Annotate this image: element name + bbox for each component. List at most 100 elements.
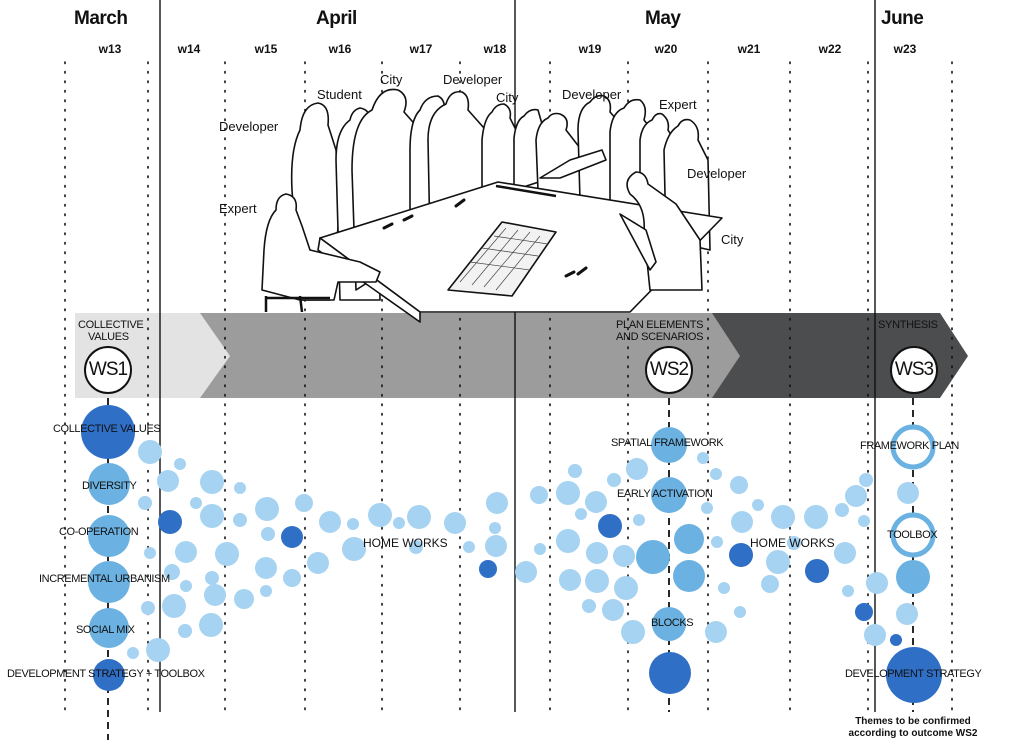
- theme-bubble: [834, 542, 856, 564]
- phase-label-synthesis: SYNTHESIS: [878, 319, 938, 331]
- theme-bubble: [652, 607, 686, 641]
- theme-bubble: [146, 638, 170, 662]
- role-label: Developer: [687, 166, 747, 181]
- theme-ring: [890, 512, 936, 558]
- theme-bubble: [199, 613, 223, 637]
- theme-bubble: [864, 624, 886, 646]
- workshop-ws1: WS1: [84, 346, 132, 394]
- week-label: w19: [578, 42, 602, 56]
- theme-bubble: [255, 497, 279, 521]
- home-works-label: HOME WORKS: [750, 536, 835, 550]
- theme-bubble: [651, 477, 687, 513]
- week-label: w21: [737, 42, 761, 56]
- theme-bubble: [582, 599, 596, 613]
- theme-bubble: [158, 510, 182, 534]
- theme-label: CO-OPERATION: [59, 526, 139, 538]
- theme-bubble: [347, 518, 359, 530]
- theme-bubble: [407, 505, 431, 529]
- theme-bubble: [486, 492, 508, 514]
- theme-bubble: [559, 569, 581, 591]
- theme-label: INCREMENTAL URBANISM: [39, 573, 170, 585]
- theme-bubble: [636, 540, 670, 574]
- theme-bubble: [393, 517, 405, 529]
- role-label: Expert: [219, 201, 257, 216]
- theme-bubble: [162, 594, 186, 618]
- theme-bubble: [295, 494, 313, 512]
- theme-bubble: [866, 572, 888, 594]
- theme-bubble: [178, 624, 192, 638]
- theme-bubble: [81, 405, 135, 459]
- week-label: w17: [409, 42, 433, 56]
- theme-bubble: [200, 504, 224, 528]
- theme-bubble: [729, 543, 753, 567]
- theme-bubble: [859, 473, 873, 487]
- theme-bubble: [281, 526, 303, 548]
- week-label: w20: [654, 42, 678, 56]
- theme-bubble: [705, 621, 727, 643]
- theme-bubble: [204, 584, 226, 606]
- theme-bubble: [633, 514, 645, 526]
- week-label: w23: [893, 42, 917, 56]
- theme-bubble: [568, 464, 582, 478]
- theme-bubble: [730, 476, 748, 494]
- theme-bubble: [144, 547, 156, 559]
- theme-bubble: [845, 485, 867, 507]
- week-label: w22: [818, 42, 842, 56]
- theme-bubble: [319, 511, 341, 533]
- theme-bubble: [93, 659, 125, 691]
- month-label-april: April: [316, 8, 357, 29]
- theme-bubble: [489, 522, 501, 534]
- home-works-label: HOME WORKS: [363, 536, 448, 550]
- theme-bubble: [897, 482, 919, 504]
- theme-bubble: [141, 601, 155, 615]
- theme-bubble: [444, 512, 466, 534]
- phase-arrow-ws2: [180, 313, 740, 398]
- week-label: w13: [98, 42, 122, 56]
- theme-bubble: [855, 603, 873, 621]
- theme-bubble: [621, 620, 645, 644]
- theme-bubble: [734, 606, 746, 618]
- theme-bubble: [485, 535, 507, 557]
- month-label-june: June: [881, 8, 924, 29]
- theme-bubble: [234, 482, 246, 494]
- theme-bubble: [886, 647, 942, 703]
- theme-bubble: [651, 427, 687, 463]
- theme-bubble: [157, 470, 179, 492]
- theme-bubble: [673, 560, 705, 592]
- theme-bubble: [761, 575, 779, 593]
- theme-bubble: [215, 542, 239, 566]
- theme-ring: [890, 424, 936, 470]
- theme-bubble: [613, 545, 635, 567]
- footnote: Themes to be confirmed according to outc…: [848, 716, 978, 739]
- theme-bubble: [368, 503, 392, 527]
- theme-bubble: [718, 582, 730, 594]
- theme-bubble: [771, 505, 795, 529]
- theme-label: TOOLBOX: [887, 529, 938, 541]
- theme-bubble: [283, 569, 301, 587]
- theme-bubble: [260, 585, 272, 597]
- theme-bubble: [711, 536, 723, 548]
- theme-bubble: [479, 560, 497, 578]
- theme-bubble: [174, 458, 186, 470]
- theme-bubble: [614, 576, 638, 600]
- theme-bubble: [261, 527, 275, 541]
- theme-bubble: [88, 463, 130, 505]
- theme-bubble: [409, 540, 423, 554]
- theme-bubble: [731, 511, 753, 533]
- workshop-ws3: WS3: [890, 346, 938, 394]
- theme-bubble: [896, 603, 918, 625]
- role-label: Developer: [443, 72, 503, 87]
- theme-bubble: [534, 543, 546, 555]
- theme-bubble: [200, 470, 224, 494]
- theme-bubble: [515, 561, 537, 583]
- theme-bubble: [586, 542, 608, 564]
- week-label: w14: [177, 42, 201, 56]
- theme-label: SOCIAL MIX: [76, 624, 135, 636]
- theme-bubble: [890, 634, 902, 646]
- theme-label: DEVELOPMENT STRATEGY + TOOLBOX: [7, 668, 205, 680]
- week-label: w18: [483, 42, 507, 56]
- workshop-ws2: WS2: [645, 346, 693, 394]
- week-label: w16: [328, 42, 352, 56]
